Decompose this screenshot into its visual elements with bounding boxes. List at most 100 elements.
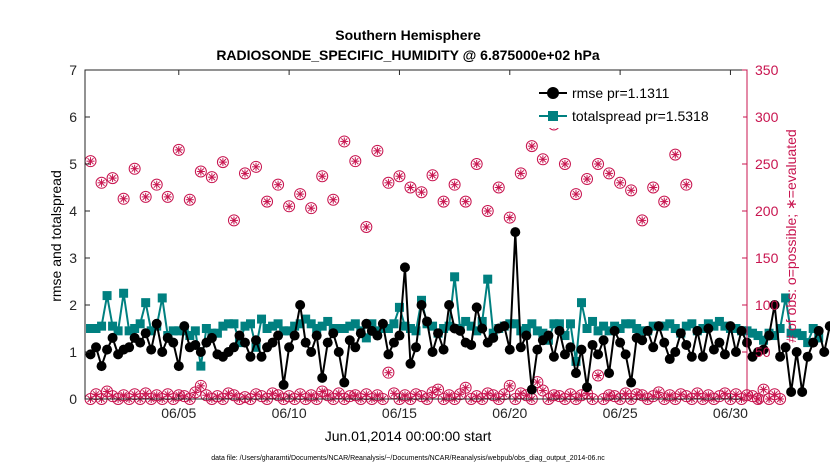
- rmse-point: [377, 318, 388, 329]
- totalspread-point: [670, 324, 680, 333]
- totalspread-point: [168, 326, 178, 336]
- rmse-point: [322, 337, 333, 348]
- rmse-point: [350, 342, 361, 353]
- obs-marker: [150, 178, 163, 191]
- obs-marker: [106, 172, 119, 185]
- obs-evaluated-star: [495, 184, 503, 191]
- obs-possible-circle: [514, 167, 527, 180]
- totalspread-point: [323, 316, 333, 326]
- rmse-point: [228, 342, 239, 353]
- rmse-point: [278, 379, 289, 390]
- totalspread-point: [604, 326, 614, 336]
- obs-possible-circle: [437, 195, 450, 208]
- rmse-point: [455, 325, 466, 336]
- rmse-point: [328, 328, 339, 339]
- rmse-point: [444, 300, 455, 310]
- obs-possible-circle: [603, 167, 616, 180]
- obs-marker: [592, 369, 605, 382]
- totalspread-point: [295, 319, 305, 329]
- obs-evaluated-star: [693, 390, 701, 397]
- rmse-point: [526, 384, 537, 395]
- rmse-point: [570, 368, 581, 379]
- obs-possible-circle: [536, 384, 549, 397]
- obs-evaluated-star: [572, 190, 580, 198]
- obs-evaluated-star: [230, 391, 238, 399]
- obs-possible-circle: [283, 200, 296, 213]
- obs-evaluated-star: [655, 389, 663, 396]
- totalspread-point: [405, 324, 415, 333]
- obs-evaluated-star: [318, 388, 326, 395]
- obs-evaluated-star: [776, 395, 784, 403]
- obs-possible-circle: [658, 195, 671, 208]
- totalspread-point: [146, 326, 156, 336]
- obs-possible-circle: [327, 193, 340, 206]
- totalspread-point: [257, 314, 267, 324]
- y-right-tick-label: 150: [755, 250, 779, 266]
- totalspread-point: [157, 293, 167, 303]
- rmse-point: [692, 325, 703, 336]
- obs-marker: [536, 384, 549, 397]
- obs-evaluated-star: [131, 390, 139, 398]
- totalspread-point: [174, 326, 184, 336]
- obs-evaluated-star: [186, 196, 194, 204]
- obs-possible-circle: [161, 190, 174, 203]
- obs-evaluated-star: [351, 391, 359, 399]
- obs-evaluated-star: [164, 390, 172, 398]
- obs-marker: [652, 386, 665, 399]
- obs-evaluated-star: [401, 391, 409, 399]
- totalspread-point: [246, 319, 255, 329]
- obs-evaluated-star: [197, 382, 205, 390]
- obs-marker: [459, 381, 472, 394]
- y-left-tick-label: 7: [69, 62, 77, 78]
- rmse-point: [471, 302, 482, 313]
- totalspread-point: [108, 321, 118, 331]
- obs-evaluated-star: [274, 391, 282, 399]
- obs-marker: [531, 376, 544, 389]
- obs-possible-circle: [117, 192, 130, 205]
- obs-possible-circle: [338, 135, 351, 148]
- totalspread-point: [290, 321, 300, 331]
- obs-possible-circle: [294, 188, 307, 201]
- obs-possible-circle: [261, 195, 274, 208]
- totalspread-point: [119, 288, 129, 298]
- obs-evaluated-star: [539, 387, 547, 394]
- rmse-point: [124, 342, 135, 353]
- obs-evaluated-star: [374, 391, 381, 399]
- obs-possible-circle: [592, 158, 605, 170]
- rmse-point: [179, 321, 190, 332]
- obs-marker: [454, 388, 467, 401]
- totalspread-point: [681, 321, 691, 331]
- totalspread-point: [196, 361, 206, 371]
- x-tick-label: 06/05: [161, 405, 196, 421]
- obs-possible-circle: [128, 162, 141, 175]
- y-right-tick-label: 0: [755, 391, 763, 407]
- rmse-point: [234, 330, 245, 341]
- obs-possible-circle: [106, 172, 119, 185]
- obs-evaluated-star: [522, 391, 530, 399]
- obs-possible-circle: [625, 184, 638, 197]
- obs-evaluated-star: [506, 382, 514, 390]
- rmse-point: [333, 347, 344, 357]
- obs-marker: [569, 188, 582, 201]
- totalspread-point: [626, 319, 636, 329]
- totalspread-point: [510, 319, 520, 329]
- y-left-tick-label: 0: [69, 391, 77, 407]
- totalspread-point: [301, 314, 311, 324]
- totalspread-point: [317, 321, 327, 331]
- totalspread-point: [808, 324, 818, 333]
- rmse-point: [708, 344, 719, 355]
- obs-marker: [84, 155, 97, 168]
- totalspread-point: [527, 319, 537, 329]
- obs-marker: [503, 211, 516, 224]
- totalspread-point: [582, 324, 592, 333]
- totalspread-point: [472, 326, 482, 336]
- rmse-point: [422, 316, 433, 327]
- rmse-point: [339, 377, 350, 388]
- totalspread-point: [770, 331, 780, 341]
- totalspread-point: [759, 335, 769, 345]
- y-left-tick-label: 2: [69, 297, 77, 313]
- rmse-point: [344, 335, 355, 346]
- rmse-point: [670, 347, 681, 357]
- rmse-point: [637, 335, 648, 346]
- obs-evaluated-star: [500, 390, 508, 398]
